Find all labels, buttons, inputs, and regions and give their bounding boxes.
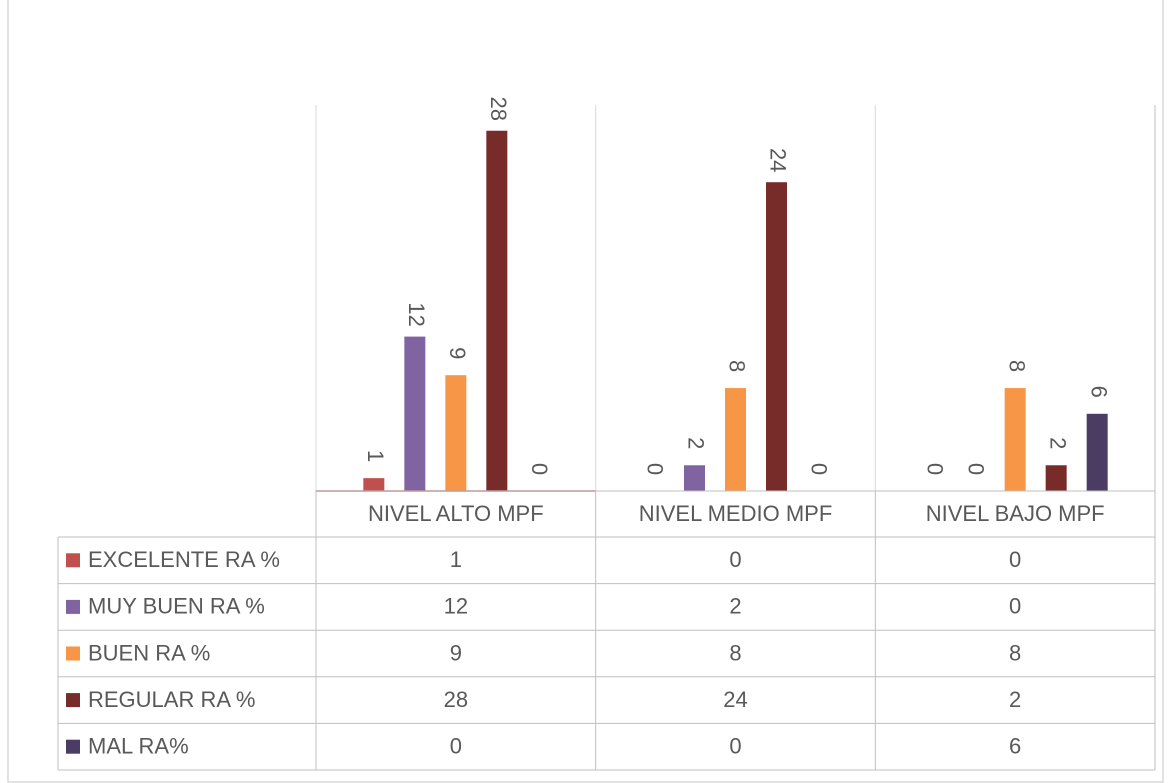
bar [1004,388,1026,491]
data-label: 9 [445,347,470,359]
bar [684,465,705,491]
bar [1045,465,1067,491]
bar [725,388,746,491]
legend-label: MAL RA% [88,734,189,759]
data-label: 6 [1086,386,1111,398]
data-label: 0 [963,463,988,475]
x-tick-label: NIVEL MEDIO MPF [639,501,833,526]
table-cell: 24 [723,687,747,712]
legend-key [66,739,80,754]
data-label: 0 [643,463,668,475]
data-label: 8 [725,360,750,372]
bar [363,478,385,491]
table-cell: 0 [1009,594,1021,619]
table-cell: 2 [729,594,741,619]
table-cell: 0 [729,734,741,759]
table-cell: 6 [1009,734,1021,759]
table-cell: 0 [729,547,741,572]
x-tick-label: NIVEL ALTO MPF [368,501,544,526]
data-label: 28 [486,96,511,120]
data-label: 2 [684,437,709,449]
data-label: 0 [527,463,552,475]
legend-key [66,599,80,614]
table-cell: 8 [1009,640,1021,665]
legend-label: MUY BUEN RA % [88,594,265,619]
data-label: 12 [404,302,429,326]
table-cell: 12 [444,594,468,619]
bar [404,336,426,491]
bar [486,130,508,491]
data-label: 1 [363,450,388,462]
legend-label: EXCELENTE RA % [88,547,280,572]
table-cell: 0 [450,734,462,759]
table-cell: 8 [729,640,741,665]
table-cell: 9 [450,640,462,665]
bar [445,375,467,491]
legend-label: BUEN RA % [88,640,210,665]
bar [766,182,787,491]
data-label: 24 [766,148,791,172]
x-tick-label: NIVEL BAJO MPF [926,501,1105,526]
bar [1086,413,1108,491]
table-cell: 28 [444,687,468,712]
table-cell: 2 [1009,687,1021,712]
data-label: 0 [807,463,832,475]
legend-key [66,553,80,568]
data-label: 2 [1045,437,1070,449]
legend-label: REGULAR RA % [88,687,256,712]
legend-key [66,693,80,708]
data-label: 8 [1004,360,1029,372]
legend-key [66,646,80,661]
data-label: 0 [922,463,947,475]
table-cell: 0 [1009,547,1021,572]
table-cell: 1 [450,547,462,572]
chart-frame [7,0,1164,783]
